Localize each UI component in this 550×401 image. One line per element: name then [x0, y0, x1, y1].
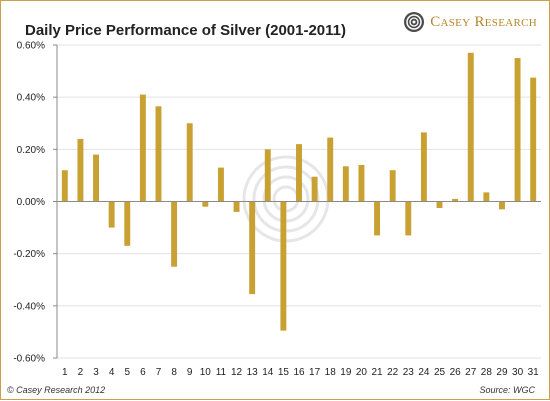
bar: [374, 201, 381, 236]
bar: [108, 201, 115, 228]
y-tick-label: -0.60%: [13, 354, 45, 365]
x-tick-label: 31: [528, 367, 540, 378]
bar: [389, 170, 396, 202]
x-tick-label: 16: [293, 367, 305, 378]
x-tick-label: 9: [187, 367, 193, 378]
bar: [420, 132, 427, 202]
x-tick-label: 4: [109, 367, 115, 378]
x-tick-label: 6: [140, 367, 146, 378]
y-tick-label: 0.60%: [17, 41, 45, 52]
y-tick-label: 0.40%: [17, 93, 45, 104]
bar: [436, 201, 443, 209]
x-tick-label: 8: [171, 367, 177, 378]
x-tick-label: 20: [356, 367, 368, 378]
x-tick-label: 22: [387, 367, 399, 378]
x-tick-label: 5: [124, 367, 130, 378]
bar: [249, 201, 256, 295]
x-tick-label: 13: [247, 367, 259, 378]
x-tick-label: 24: [418, 367, 430, 378]
x-tick-label: 28: [481, 367, 493, 378]
x-tick-label: 21: [372, 367, 384, 378]
bar: [452, 198, 459, 202]
bar: [61, 170, 68, 202]
chart-title: Daily Price Performance of Silver (2001-…: [25, 22, 347, 39]
x-tick-label: 1: [62, 367, 68, 378]
x-tick-label: 11: [216, 367, 227, 378]
bar: [171, 201, 178, 267]
x-tick-label: 19: [340, 367, 352, 378]
y-tick-label: 0.00%: [17, 197, 45, 208]
bar: [233, 201, 240, 212]
x-tick-label: 26: [450, 367, 462, 378]
bar: [124, 201, 131, 246]
x-tick-label: 12: [231, 367, 243, 378]
bar: [358, 164, 365, 202]
bar: [93, 154, 99, 202]
x-tick-label: 2: [78, 367, 84, 378]
bar: [139, 94, 146, 202]
x-tick-label: 30: [512, 367, 524, 378]
bar: [483, 192, 490, 202]
x-tick-label: 10: [200, 367, 212, 378]
bar: [342, 166, 349, 202]
bar: [405, 201, 412, 236]
y-tick-label: -0.20%: [13, 249, 45, 260]
bar: [155, 106, 162, 202]
x-tick-label: 14: [262, 367, 274, 378]
x-tick-label: 23: [403, 367, 415, 378]
bar: [202, 201, 209, 207]
x-tick-label: 29: [496, 367, 508, 378]
bar: [467, 52, 474, 202]
logo-text: Casey Research: [430, 13, 537, 30]
x-tick-label: 27: [465, 367, 477, 378]
spiral-logo-icon: [404, 12, 425, 32]
bar: [499, 201, 505, 210]
x-tick-label: 17: [309, 367, 321, 378]
bar: [327, 137, 334, 202]
x-tick-label: 7: [156, 367, 162, 378]
bar: [280, 201, 287, 331]
bar: [217, 167, 224, 202]
bar: [264, 149, 271, 202]
bar: [186, 123, 193, 202]
copyright-note: © Casey Research 2012: [7, 385, 106, 395]
bar: [77, 138, 84, 202]
y-tick-label: -0.40%: [13, 301, 45, 312]
bar: [514, 58, 521, 202]
x-tick-label: 18: [325, 367, 337, 378]
casey-research-logo: Casey Research: [403, 11, 537, 33]
bar: [296, 144, 302, 202]
x-tick-label: 25: [434, 367, 446, 378]
source-note: Source: WGC: [479, 385, 535, 395]
bar: [311, 176, 318, 202]
bar: [530, 77, 537, 202]
y-tick-label: 0.20%: [17, 145, 45, 156]
x-tick-label: 3: [93, 367, 99, 378]
x-tick-label: 15: [278, 367, 290, 378]
